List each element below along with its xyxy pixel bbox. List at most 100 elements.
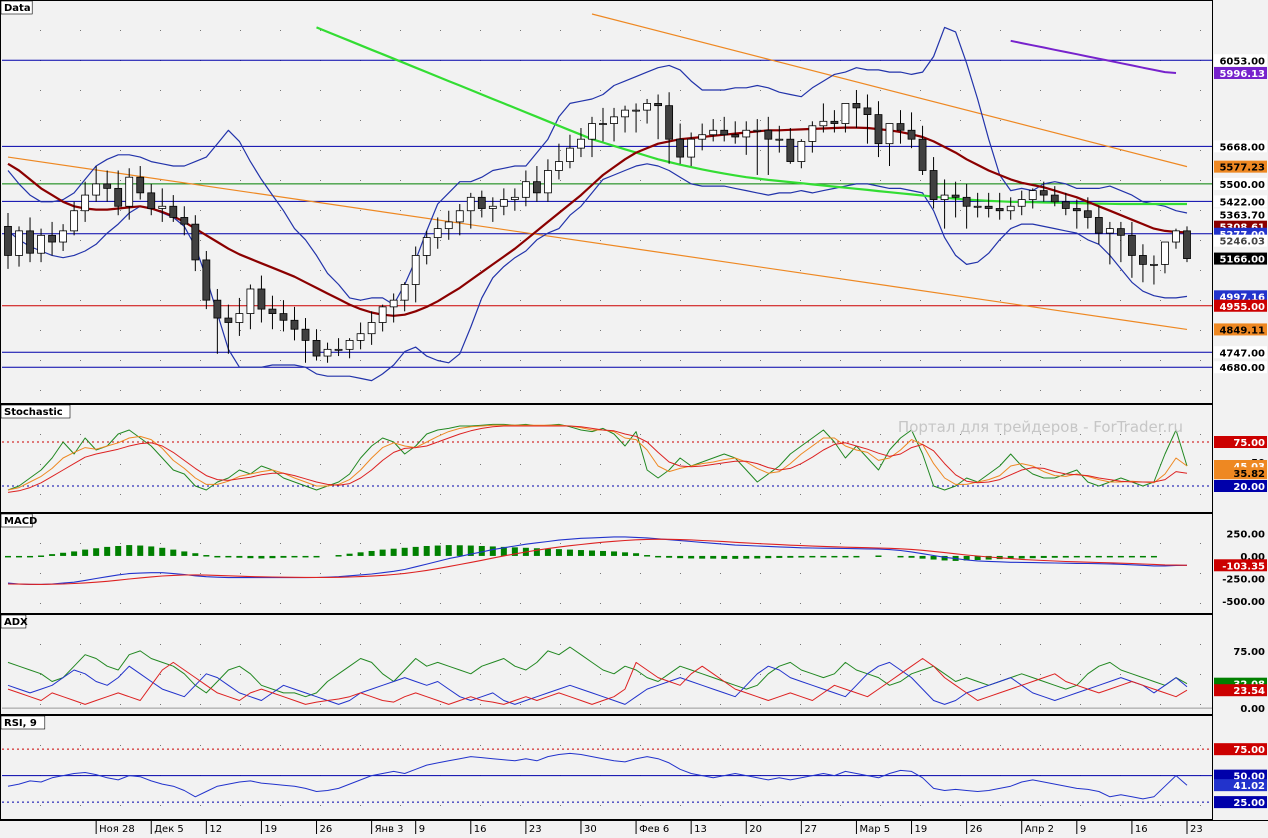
grid-dot bbox=[1160, 434, 1161, 435]
grid-dot bbox=[920, 210, 921, 211]
price-tag-box bbox=[1214, 769, 1267, 782]
grid-dot bbox=[40, 494, 41, 495]
candle-body bbox=[665, 105, 674, 140]
grid-dot bbox=[880, 464, 881, 465]
price-tag-box bbox=[1214, 160, 1267, 173]
grid-dot bbox=[200, 543, 201, 544]
candle-body bbox=[731, 134, 740, 138]
grid-dot bbox=[720, 270, 721, 271]
grid-dot bbox=[520, 390, 521, 391]
grid-dot bbox=[920, 90, 921, 91]
grid-dot bbox=[400, 805, 401, 806]
grid-dot bbox=[760, 210, 761, 211]
candle-body bbox=[180, 217, 189, 225]
grid-dot bbox=[680, 573, 681, 574]
grid-dot bbox=[360, 603, 361, 604]
grid-dot bbox=[960, 704, 961, 705]
grid-dot bbox=[1120, 464, 1121, 465]
grid-dot bbox=[40, 573, 41, 574]
grid-dot bbox=[400, 150, 401, 151]
grid-dot bbox=[760, 360, 761, 361]
grid-dot bbox=[400, 270, 401, 271]
grid-dot bbox=[520, 543, 521, 544]
grid-dot bbox=[920, 434, 921, 435]
grid-dot bbox=[680, 745, 681, 746]
macd-histogram-bar bbox=[941, 555, 948, 561]
grid-dot bbox=[720, 573, 721, 574]
grid-dot bbox=[920, 240, 921, 241]
x-axis: Ноя 28 Дек 5 12 19 26 Янв 3 9 16 23 30 Фев 6 13 20 27… bbox=[0, 820, 1268, 835]
grid-dot bbox=[160, 300, 161, 301]
macd-histogram-bar bbox=[423, 545, 430, 556]
grid-dot bbox=[1040, 30, 1041, 31]
candle-body bbox=[488, 205, 497, 209]
macd-histogram-bar bbox=[104, 546, 111, 556]
grid-dot bbox=[600, 180, 601, 181]
grid-dot bbox=[200, 240, 201, 241]
grid-dot bbox=[80, 805, 81, 806]
macd-histogram-bar bbox=[390, 548, 397, 556]
grid-dot bbox=[560, 90, 561, 91]
grid-dot bbox=[480, 543, 481, 544]
grid-dot bbox=[800, 464, 801, 465]
grid-dot bbox=[1200, 434, 1201, 435]
grid-dot bbox=[120, 90, 121, 91]
grid-dot bbox=[880, 494, 881, 495]
price-tag-label: 4849.11 bbox=[1219, 325, 1265, 336]
grid-dot bbox=[920, 360, 921, 361]
grid-dot bbox=[360, 240, 361, 241]
candle-body bbox=[70, 210, 79, 232]
grid-dot bbox=[320, 674, 321, 675]
grid-dot bbox=[480, 494, 481, 495]
grid-dot bbox=[440, 210, 441, 211]
grid-dot bbox=[1120, 805, 1121, 806]
grid-dot bbox=[840, 434, 841, 435]
grid-dot bbox=[840, 644, 841, 645]
grid-dot bbox=[960, 270, 961, 271]
candle-body bbox=[114, 187, 123, 207]
grid-dot bbox=[1040, 674, 1041, 675]
candle-body bbox=[477, 196, 486, 209]
grid-dot bbox=[1160, 674, 1161, 675]
grid-dot bbox=[280, 543, 281, 544]
grid-dot bbox=[640, 330, 641, 331]
stoch-slow-line bbox=[7, 425, 1188, 493]
macd-histogram-bar bbox=[225, 555, 232, 558]
grid-dot bbox=[680, 434, 681, 435]
grid-dot bbox=[880, 90, 881, 91]
grid-dot bbox=[1000, 805, 1001, 806]
grid-dot bbox=[920, 300, 921, 301]
grid-dot bbox=[1080, 805, 1081, 806]
grid-dot bbox=[1160, 120, 1161, 121]
grid-dot bbox=[200, 745, 201, 746]
candle-body bbox=[1006, 205, 1015, 212]
grid-dot bbox=[400, 360, 401, 361]
grid-dot bbox=[560, 464, 561, 465]
grid-dot bbox=[200, 360, 201, 361]
grid-dot bbox=[760, 644, 761, 645]
candle-body bbox=[819, 120, 828, 127]
grid-dot bbox=[360, 180, 361, 181]
grid-dot bbox=[440, 805, 441, 806]
candle-body bbox=[224, 317, 233, 323]
grid-dot bbox=[840, 573, 841, 574]
price-tag-label: 5996.13 bbox=[1219, 69, 1265, 80]
grid-dot bbox=[120, 494, 121, 495]
x-tick-label: 23 bbox=[529, 824, 542, 834]
x-tick-label: Ноя 28 bbox=[99, 824, 135, 834]
grid-dot bbox=[560, 573, 561, 574]
grid-dot bbox=[1000, 603, 1001, 604]
grid-dot bbox=[1160, 180, 1161, 181]
grid-dot bbox=[240, 390, 241, 391]
price-tag-box bbox=[1214, 467, 1267, 480]
candle-body bbox=[323, 348, 332, 357]
grid-dot bbox=[320, 390, 321, 391]
grid-dot bbox=[600, 805, 601, 806]
grid-dot bbox=[760, 30, 761, 31]
candle-body bbox=[907, 129, 916, 140]
macd-histogram-bar bbox=[1029, 555, 1036, 559]
macd-histogram-bar bbox=[181, 551, 188, 556]
grid-dot bbox=[200, 390, 201, 391]
candle-body bbox=[962, 196, 971, 207]
grid-dot bbox=[1000, 150, 1001, 151]
